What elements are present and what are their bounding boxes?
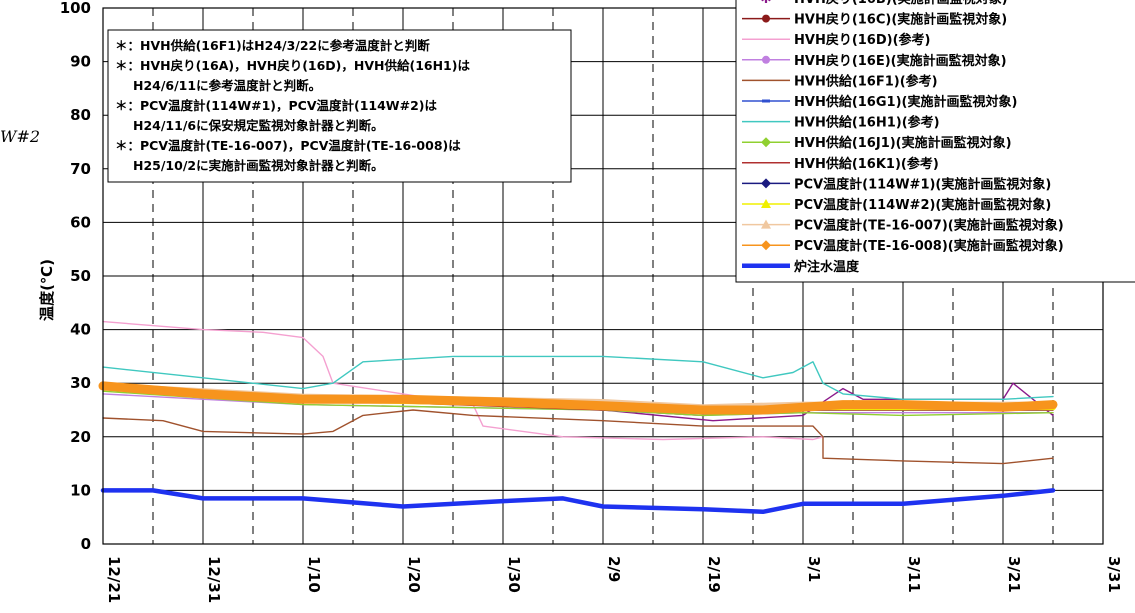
series-line bbox=[100, 488, 1056, 515]
y-tick-label: 100 bbox=[60, 0, 91, 17]
legend-marker bbox=[761, 137, 771, 148]
legend-frame bbox=[735, 0, 1135, 283]
left-edge-text: W#2 bbox=[0, 127, 40, 146]
legend-items: ✱ HVH戻り(16B)(実施計画監視対象) HVH戻り(16C)(実施計画監視対象… bbox=[742, 0, 1064, 275]
legend-marker bbox=[762, 14, 770, 23]
legend-item: 炉注水温度 bbox=[742, 259, 860, 275]
legend-item: HVH供給(16H1)(参考) bbox=[742, 115, 940, 131]
y-tick-label: 80 bbox=[70, 106, 91, 124]
annotation-box: ＊：HVH供給(16F1)はH24/3/22に参考温度計と判断 ＊：HVH戻り(1… bbox=[107, 29, 572, 183]
x-tick-label: 3/31 bbox=[1105, 556, 1123, 593]
annotation-line: ＊：PCV温度計(114W#1)，PCV温度計(114W#2)は bbox=[115, 98, 437, 113]
legend-label: HVH戻り(16D)(参考) bbox=[794, 32, 930, 48]
legend-item: HVH供給(16K1)(参考) bbox=[742, 156, 939, 172]
x-tick-label: 1/20 bbox=[405, 556, 423, 593]
legend-label: HVH戻り(16C)(実施計画監視対象) bbox=[794, 12, 1007, 28]
annotation-lines: ＊：HVH供給(16F1)はH24/3/22に参考温度計と判断 ＊：HVH戻り(1… bbox=[115, 38, 470, 173]
legend-marker bbox=[762, 99, 770, 103]
legend-label: HVH供給(16F1)(参考) bbox=[794, 73, 938, 89]
x-tick-label: 3/11 bbox=[905, 556, 923, 593]
series-line bbox=[102, 409, 1054, 465]
annotation-line: H24/6/11に参考温度計と判断。 bbox=[133, 78, 321, 93]
x-tick-label: 12/21 bbox=[105, 556, 123, 603]
legend-label: HVH戻り(16B)(実施計画監視対象) bbox=[794, 0, 1008, 7]
y-tick-label: 50 bbox=[70, 267, 91, 285]
legend-label: PCV温度計(TE-16-007)(実施計画監視対象) bbox=[794, 218, 1064, 234]
legend-label: HVH供給(16H1)(参考) bbox=[794, 115, 940, 131]
x-tick-label: 1/30 bbox=[505, 556, 523, 593]
legend-item: PCV温度計(114W#1)(実施計画監視対象) bbox=[742, 176, 1051, 192]
y-tick-label: 10 bbox=[70, 481, 91, 499]
legend-label: 炉注水温度 bbox=[794, 259, 860, 275]
legend-marker bbox=[761, 240, 771, 251]
x-tick-label: 2/9 bbox=[605, 556, 623, 582]
y-tick-label: 40 bbox=[70, 321, 91, 339]
series-line bbox=[102, 320, 824, 441]
legend-item: HVH戻り(16C)(実施計画監視対象) bbox=[742, 12, 1007, 28]
legend-item: HVH供給(16J1)(実施計画監視対象) bbox=[742, 135, 1012, 151]
legend-label: HVH供給(16G1)(実施計画監視対象) bbox=[794, 94, 1017, 110]
legend-item: PCV温度計(TE-16-007)(実施計画監視対象) bbox=[742, 218, 1064, 234]
legend-marker: ✱ bbox=[760, 0, 772, 7]
y-tick-label: 20 bbox=[70, 428, 91, 446]
y-tick-label: 90 bbox=[70, 53, 91, 71]
legend-item: HVH戻り(16D)(参考) bbox=[742, 32, 930, 48]
series-line bbox=[102, 355, 1054, 400]
legend-label: PCV温度計(TE-16-008)(実施計画監視対象) bbox=[794, 238, 1064, 254]
legend-item: HVH供給(16G1)(実施計画監視対象) bbox=[742, 94, 1017, 110]
annotation-line: H24/11/6に保安規定監視対象計器と判断。 bbox=[133, 118, 384, 133]
legend-marker bbox=[761, 199, 771, 208]
legend-marker bbox=[761, 178, 771, 189]
y-tick-label: 70 bbox=[70, 160, 91, 178]
x-axis-ticks: 12/21 12/31 1/10 1/20 1/30 2/9 2/19 3/1 3/11 3/21… bbox=[105, 556, 1123, 603]
legend-label: HVH供給(16J1)(実施計画監視対象) bbox=[794, 135, 1012, 151]
legend: ✱ HVH戻り(16B)(実施計画監視対象) HVH戻り(16C)(実施計画監視対象… bbox=[735, 0, 1135, 283]
legend-marker bbox=[761, 219, 771, 229]
legend-item: PCV温度計(114W#2)(実施計画監視対象) bbox=[742, 197, 1051, 213]
series-lines bbox=[98, 320, 1058, 515]
legend-label: HVH戻り(16E)(実施計画監視対象) bbox=[794, 53, 1007, 69]
annotation-frame bbox=[107, 29, 572, 183]
x-tick-label: 3/21 bbox=[1005, 556, 1023, 593]
legend-marker bbox=[762, 55, 770, 64]
legend-label: PCV温度計(114W#1)(実施計画監視対象) bbox=[794, 176, 1051, 192]
x-tick-label: 3/1 bbox=[805, 556, 823, 582]
x-tick-label: 2/19 bbox=[705, 556, 723, 593]
annotation-line: H25/10/2に実施計画監視対象計器と判断。 bbox=[133, 158, 384, 173]
y-tick-label: 30 bbox=[70, 374, 91, 392]
y-axis-ticks: 0 10 20 30 40 50 60 70 80 90 100 bbox=[60, 0, 91, 553]
annotation-line: ＊：PCV温度計(TE-16-007)，PCV温度計(TE-16-008)は bbox=[115, 138, 461, 153]
legend-label: PCV温度計(114W#2)(実施計画監視対象) bbox=[794, 197, 1051, 213]
legend-item: ✱ HVH戻り(16B)(実施計画監視対象) bbox=[760, 0, 1008, 7]
y-tick-label: 60 bbox=[70, 213, 91, 231]
legend-item: HVH供給(16F1)(参考) bbox=[742, 73, 938, 89]
series-line bbox=[102, 390, 1054, 417]
legend-item: HVH戻り(16E)(実施計画監視対象) bbox=[742, 53, 1007, 69]
annotation-line: ＊：HVH供給(16F1)はH24/3/22に参考温度計と判断 bbox=[115, 38, 430, 53]
legend-item: PCV温度計(TE-16-008)(実施計画監視対象) bbox=[742, 238, 1064, 254]
series-line bbox=[98, 381, 1058, 415]
annotation-line: ＊：HVH戻り(16A)，HVH戻り(16D)，HVH供給(16H1)は bbox=[115, 58, 470, 73]
x-tick-label: 1/10 bbox=[305, 556, 323, 593]
y-axis-label: 温度(℃) bbox=[38, 259, 56, 321]
y-tick-label: 0 bbox=[81, 535, 91, 553]
x-tick-label: 12/31 bbox=[205, 556, 223, 603]
legend-label: HVH供給(16K1)(参考) bbox=[794, 156, 939, 172]
